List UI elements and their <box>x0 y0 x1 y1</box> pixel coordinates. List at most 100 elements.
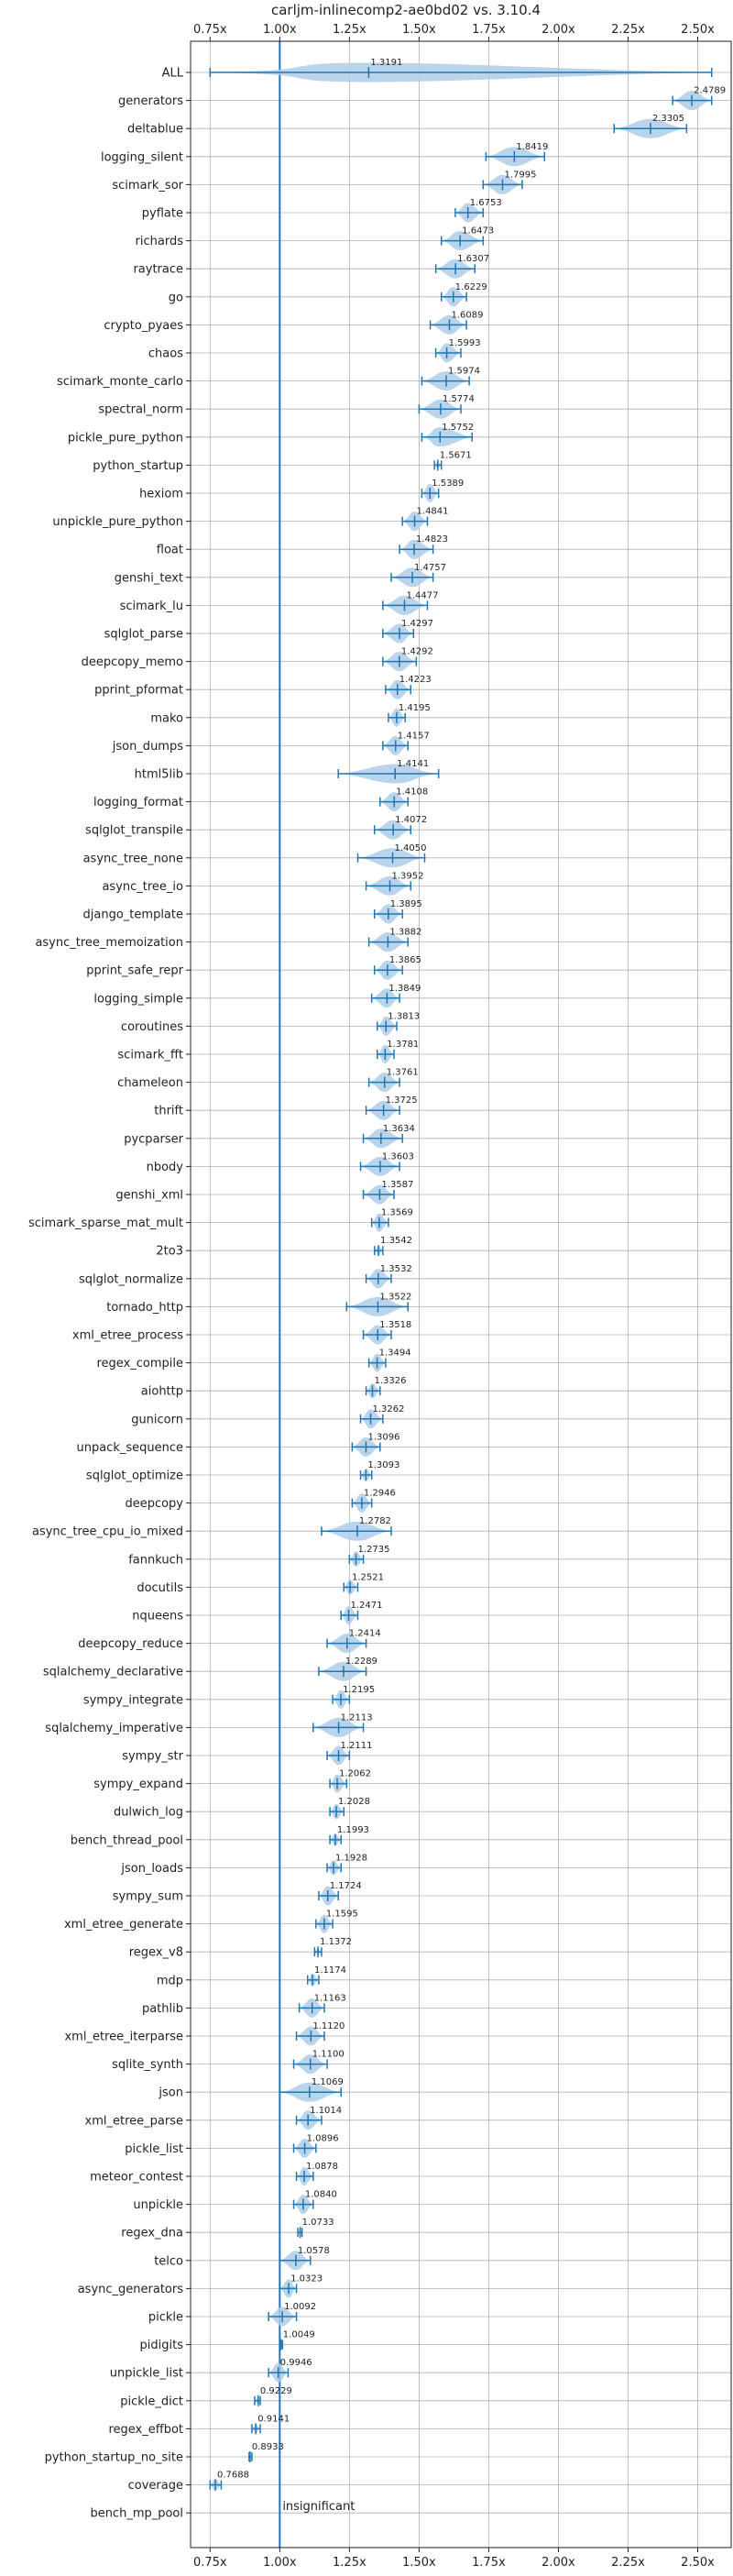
value-label: 1.6229 <box>455 282 487 292</box>
chart-title: carljm-inlinecomp2-ae0bd02 vs. 3.10.4 <box>271 2 541 18</box>
value-label: 1.3725 <box>386 1095 418 1106</box>
value-label: 1.2414 <box>349 1629 381 1639</box>
category-label: async_tree_none <box>83 852 183 865</box>
x-tick-label-top: 0.75x <box>193 23 227 37</box>
value-label: 1.0878 <box>306 2162 338 2172</box>
category-label: python_startup <box>93 459 183 473</box>
value-label: 1.3494 <box>379 1349 411 1359</box>
x-tick-label-bottom: 1.50x <box>402 2556 436 2570</box>
category-label: regex_dna <box>121 2227 183 2240</box>
x-tick-label-bottom: 0.75x <box>193 2556 227 2570</box>
value-label: 0.9946 <box>280 2358 312 2368</box>
value-label: 1.3895 <box>390 899 422 909</box>
value-label: 0.9141 <box>257 2414 290 2424</box>
x-tick-label-bottom: 1.25x <box>333 2556 366 2570</box>
category-label: async_generators <box>78 2283 184 2296</box>
category-label: json_loads <box>120 1862 183 1876</box>
category-label: deepcopy <box>125 1497 183 1511</box>
category-label: regex_compile <box>96 1357 183 1371</box>
category-label: sqlalchemy_imperative <box>45 1722 183 1735</box>
category-label: spectral_norm <box>98 403 183 417</box>
category-label: genshi_text <box>115 571 183 585</box>
value-label: 2.3305 <box>652 114 684 124</box>
category-label: float <box>157 544 183 557</box>
value-label: 1.4072 <box>395 815 427 825</box>
category-label: unpickle <box>133 2198 183 2212</box>
value-label: 0.9229 <box>260 2386 292 2396</box>
category-label: json <box>158 2086 183 2100</box>
category-label: ALL <box>162 67 184 81</box>
value-label: 1.0840 <box>305 2190 337 2200</box>
value-label: 1.4108 <box>396 787 428 798</box>
category-label: pickle <box>148 2311 183 2325</box>
value-label: 1.0049 <box>283 2330 315 2340</box>
value-label: 1.4757 <box>414 563 446 573</box>
x-tick-label-bottom: 2.50x <box>681 2556 715 2570</box>
category-label: logging_silent <box>101 150 183 164</box>
category-label: hexiom <box>139 488 183 501</box>
value-label: 1.3781 <box>387 1040 419 1050</box>
value-label: 1.3813 <box>388 1011 420 1021</box>
value-label: 1.4841 <box>417 507 449 517</box>
value-label: 1.1069 <box>312 2077 344 2087</box>
value-label: 1.1100 <box>312 2050 345 2060</box>
value-label: 1.3262 <box>373 1404 405 1415</box>
category-label: mako <box>150 711 183 725</box>
category-label: deepcopy_reduce <box>78 1637 183 1651</box>
value-label: 1.3761 <box>387 1068 419 1078</box>
value-label: 1.3882 <box>389 928 421 938</box>
category-label: sqlalchemy_declarative <box>43 1666 183 1679</box>
value-label: 1.1595 <box>326 1910 358 1920</box>
value-label: 1.4141 <box>397 759 429 769</box>
value-label: 1.5752 <box>442 423 474 433</box>
category-label: docutils <box>137 1581 183 1595</box>
category-label: chameleon <box>117 1076 183 1090</box>
value-label: 1.1014 <box>310 2106 342 2116</box>
category-label: sqlglot_transpile <box>85 824 183 838</box>
x-tick-label-top: 2.50x <box>681 23 715 37</box>
category-label: logging_simple <box>93 992 183 1006</box>
category-label: scimark_fft <box>117 1049 183 1062</box>
grid-layer <box>186 37 731 2552</box>
value-label: 1.6753 <box>470 198 502 208</box>
value-label: 1.1163 <box>314 1993 346 2003</box>
value-label: 1.1928 <box>335 1853 367 1863</box>
value-label: 1.1993 <box>337 1825 369 1835</box>
category-label: async_tree_io <box>102 880 183 894</box>
value-label: 1.4050 <box>394 843 426 853</box>
value-label: 1.5671 <box>440 450 472 460</box>
value-label: 2.4789 <box>694 86 726 96</box>
value-label: 1.3634 <box>383 1124 415 1134</box>
value-label: 1.0092 <box>284 2302 316 2312</box>
category-label: nqueens <box>132 1610 183 1624</box>
category-label: raytrace <box>133 263 183 277</box>
value-label: 1.7995 <box>504 170 536 180</box>
value-label: 1.4297 <box>401 619 433 629</box>
value-label: 1.2195 <box>343 1685 375 1695</box>
plot-frame <box>190 40 732 2548</box>
x-tick-label-bottom: 1.75x <box>472 2556 506 2570</box>
value-label: 1.3093 <box>367 1460 399 1470</box>
value-label: 1.5974 <box>448 367 480 377</box>
category-label: xml_etree_parse <box>85 2114 183 2128</box>
category-label: sqlglot_optimize <box>86 1470 183 1483</box>
value-label: 1.3603 <box>382 1151 414 1161</box>
value-label: 1.1174 <box>314 1965 346 1976</box>
value-label: 1.5389 <box>432 479 464 489</box>
category-label: unpack_sequence <box>76 1441 183 1455</box>
value-label: 1.1724 <box>330 1881 362 1891</box>
category-label: sqlite_synth <box>112 2058 183 2072</box>
category-label: sqlglot_normalize <box>79 1272 183 1286</box>
category-label: scimark_sparse_mat_mult <box>28 1216 183 1230</box>
value-label: 1.3865 <box>389 955 421 965</box>
category-label: json_dumps <box>112 740 183 754</box>
value-label: 0.7688 <box>217 2471 249 2481</box>
category-label: sqlglot_parse <box>104 628 183 642</box>
category-label: xml_etree_generate <box>64 1918 183 1932</box>
x-tick-label-top: 1.75x <box>472 23 506 37</box>
x-tick-label-top: 1.25x <box>333 23 366 37</box>
category-label: richards <box>136 235 184 248</box>
value-label: 1.2028 <box>338 1797 370 1807</box>
category-label: 2to3 <box>156 1245 183 1259</box>
